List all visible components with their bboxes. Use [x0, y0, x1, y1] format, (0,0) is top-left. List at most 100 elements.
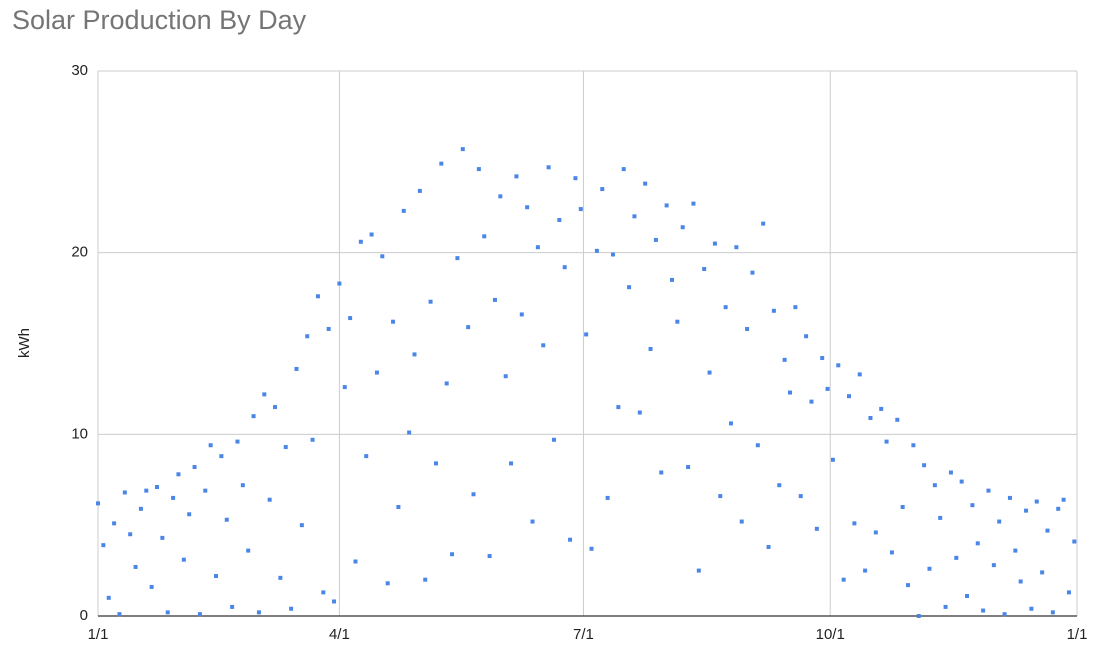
point [970, 503, 975, 508]
x-tick-label: 1/1 [1067, 626, 1088, 643]
point [101, 543, 106, 548]
point [138, 506, 143, 511]
point [1002, 612, 1007, 617]
point [117, 612, 122, 617]
point [321, 590, 326, 595]
point [235, 439, 240, 444]
point [621, 167, 626, 172]
point [401, 208, 406, 213]
point [911, 443, 916, 448]
point [766, 544, 771, 549]
point [498, 194, 503, 199]
point [337, 281, 342, 286]
point [965, 594, 970, 599]
point [578, 207, 583, 212]
point [895, 417, 900, 422]
point [1056, 506, 1061, 511]
point [171, 495, 176, 500]
point [788, 390, 793, 395]
point [948, 470, 953, 475]
point [557, 217, 562, 222]
point [841, 577, 846, 582]
point [562, 265, 567, 270]
point [932, 483, 937, 488]
point [718, 494, 723, 499]
point [691, 201, 696, 206]
point [739, 519, 744, 524]
point [771, 308, 776, 313]
point [605, 495, 610, 500]
point [342, 385, 347, 390]
point [814, 526, 819, 531]
point [385, 581, 390, 586]
point [1007, 495, 1012, 500]
point [106, 595, 111, 600]
point [299, 523, 304, 528]
point [267, 497, 272, 502]
point [975, 541, 980, 546]
point [991, 563, 996, 568]
point [906, 583, 911, 588]
point [305, 334, 310, 339]
point [755, 443, 760, 448]
point [734, 245, 739, 250]
point [825, 386, 830, 391]
point [391, 319, 396, 324]
point [610, 252, 615, 257]
point [927, 566, 932, 571]
point [262, 392, 267, 397]
x-tick-label: 4/1 [329, 626, 350, 643]
point [289, 606, 294, 611]
point [160, 535, 165, 540]
point [332, 599, 337, 604]
y-axis-label: kWh [16, 328, 33, 358]
point [353, 559, 358, 564]
point [1040, 570, 1045, 575]
point [900, 505, 905, 509]
point [283, 445, 288, 450]
point [214, 574, 219, 579]
point [782, 357, 787, 362]
point [568, 537, 573, 542]
point [1029, 606, 1034, 611]
point [879, 406, 884, 411]
point [916, 614, 921, 618]
point [396, 505, 401, 509]
point [112, 521, 117, 526]
point [761, 221, 766, 226]
point [348, 316, 353, 321]
x-tick-label: 7/1 [573, 626, 594, 643]
point [997, 519, 1002, 524]
point [369, 232, 374, 237]
point [1066, 590, 1071, 595]
point [830, 457, 835, 462]
point [884, 439, 889, 444]
point [541, 343, 546, 348]
point [986, 488, 991, 493]
point [256, 610, 261, 615]
point [745, 326, 750, 331]
point [873, 530, 878, 535]
point [128, 532, 133, 537]
point [503, 374, 508, 379]
point [315, 294, 320, 299]
point [551, 437, 556, 442]
point [686, 465, 691, 470]
point [954, 555, 959, 560]
point [466, 325, 471, 330]
point [519, 312, 524, 317]
point [594, 248, 599, 253]
point [530, 519, 535, 524]
point [680, 225, 685, 230]
point [659, 470, 664, 475]
point [273, 405, 278, 410]
point [632, 214, 637, 219]
point [852, 521, 857, 526]
point [1072, 539, 1077, 544]
point [450, 552, 455, 557]
chart-title: Solar Production By Day [12, 5, 307, 35]
point [380, 254, 385, 259]
point [492, 297, 497, 302]
point [836, 363, 841, 368]
